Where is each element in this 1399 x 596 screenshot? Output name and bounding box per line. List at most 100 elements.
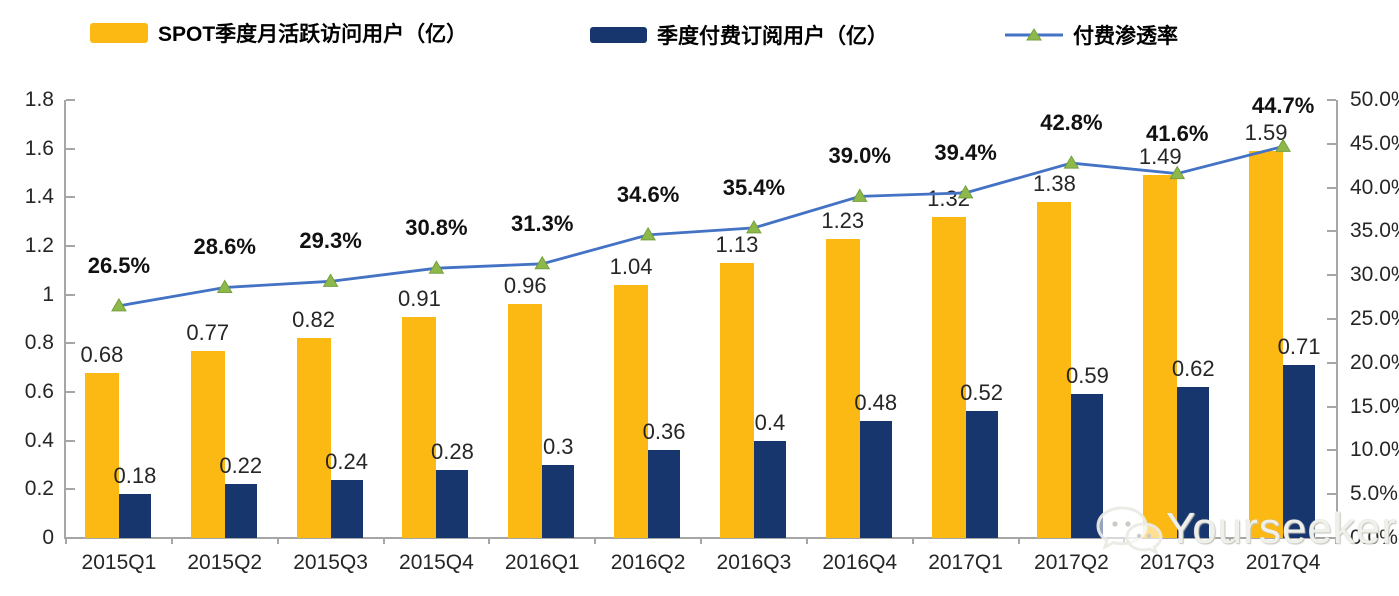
subscriber-bar-value-label: 0.28 — [430, 438, 474, 464]
left-axis-line — [64, 100, 66, 538]
x-axis-tick — [594, 538, 597, 544]
right-axis-tick — [1327, 537, 1336, 539]
mau-bar-value-label: 1.23 — [821, 207, 865, 233]
penetration-marker — [428, 260, 445, 274]
x-axis-tick — [65, 538, 67, 544]
mau-bar-value-label: 0.82 — [292, 307, 335, 333]
mau-bar-value-label: 1.49 — [1138, 144, 1182, 170]
subscriber-bar — [224, 484, 257, 538]
left-axis-tick — [66, 342, 75, 345]
x-axis-category-label: 2016Q1 — [504, 551, 580, 574]
mau-bar — [84, 372, 119, 538]
penetration-value-label: 42.8% — [1040, 110, 1103, 136]
x-axis-category-label: 2016Q3 — [716, 551, 792, 574]
x-axis-tick — [805, 538, 808, 544]
right-axis-tick — [1327, 361, 1336, 364]
x-axis-category-label: 2017Q3 — [1139, 551, 1215, 574]
legend-item-mau: SPOT季度月活跃访问用户（亿） — [90, 18, 467, 48]
subscriber-bar-value-label: 0.71 — [1277, 334, 1321, 360]
legend-label-penetration: 付费渗透率 — [1073, 25, 1178, 48]
subscriber-bar — [753, 440, 786, 538]
left-axis-tick-label: 1.8 — [24, 88, 54, 111]
subscriber-bar — [859, 421, 892, 538]
legend-swatch-navy — [590, 27, 647, 43]
subscriber-bar — [648, 450, 681, 538]
mau-bar-value-label: 0.91 — [397, 285, 441, 311]
right-axis-tick — [1327, 405, 1336, 408]
penetration-value-label: 41.6% — [1146, 120, 1209, 146]
subscriber-bar-value-label: 0.36 — [642, 419, 686, 445]
right-axis-tick-label: 0.0% — [1350, 526, 1398, 549]
left-axis-tick — [66, 488, 75, 491]
x-axis-tick — [488, 538, 491, 544]
penetration-value-label: 39.4% — [934, 139, 997, 165]
left-axis-tick — [66, 293, 75, 296]
left-axis-tick — [66, 439, 75, 442]
right-axis-tick — [1327, 449, 1336, 452]
x-axis-category-label: 2015Q3 — [293, 551, 368, 574]
mau-bar-value-label: 1.13 — [715, 232, 759, 258]
right-axis-tick — [1327, 274, 1336, 277]
mau-bar-value-label: 0.68 — [80, 341, 124, 367]
x-axis-tick — [1017, 538, 1020, 544]
left-axis-tick-label: 0.4 — [24, 428, 54, 452]
subscriber-bar-value-label: 0.59 — [1065, 363, 1109, 389]
left-axis-tick — [66, 147, 75, 150]
legend-item-penetration: 付费渗透率 — [1005, 20, 1178, 50]
x-axis-tick — [382, 538, 385, 544]
subscriber-bar — [1283, 365, 1316, 538]
right-axis-tick — [1327, 142, 1336, 145]
legend-label-subscribers: 季度付费订阅用户（亿） — [657, 25, 888, 48]
x-axis-category-label: 2016Q4 — [822, 551, 898, 574]
penetration-marker — [534, 255, 551, 270]
left-axis-tick-label: 1.6 — [24, 136, 54, 160]
x-axis-tick — [1123, 538, 1126, 544]
left-axis-tick — [66, 196, 75, 199]
mau-bar — [614, 284, 649, 538]
penetration-value-label: 31.3% — [511, 210, 574, 236]
right-axis-tick-label: 50.0% — [1350, 88, 1399, 111]
right-axis-tick-label: 20.0% — [1350, 350, 1399, 374]
x-axis-tick — [170, 538, 173, 544]
right-axis-tick-label: 30.0% — [1350, 263, 1399, 287]
left-axis-tick — [66, 245, 75, 247]
mau-bar — [296, 338, 331, 538]
subscriber-bar — [436, 469, 469, 538]
mau-bar — [825, 238, 860, 538]
left-axis-tick-label: 0.2 — [24, 477, 54, 501]
mau-bar — [931, 216, 966, 538]
subscriber-bar-value-label: 0.22 — [219, 453, 263, 479]
penetration-marker — [1063, 155, 1080, 169]
penetration-marker — [216, 279, 233, 293]
penetration-marker — [111, 297, 127, 312]
left-axis-tick-label: 1 — [42, 282, 54, 306]
right-axis-tick — [1327, 493, 1336, 496]
x-axis-category-label: 2017Q1 — [928, 551, 1003, 574]
left-axis-tick-label: 0 — [42, 526, 54, 549]
subscriber-bar-value-label: 0.52 — [960, 380, 1003, 406]
legend-swatch-yellow — [90, 23, 148, 43]
left-axis-tick-label: 1.2 — [24, 234, 54, 257]
penetration-marker — [640, 226, 656, 241]
subscriber-bar-value-label: 0.24 — [325, 448, 368, 474]
subscriber-bar — [965, 411, 998, 538]
right-axis-tick-label: 10.0% — [1350, 438, 1399, 462]
right-axis-tick-label: 5.0% — [1350, 482, 1398, 506]
mau-bar-value-label: 0.77 — [186, 319, 230, 345]
x-axis-tick — [1229, 538, 1232, 544]
mau-bar — [508, 304, 543, 538]
right-axis-tick — [1327, 230, 1336, 233]
x-axis-category-label: 2017Q2 — [1034, 551, 1109, 574]
right-axis-tick-label: 15.0% — [1350, 394, 1399, 418]
mau-bar-value-label: 1.38 — [1032, 171, 1076, 197]
subscriber-bar — [330, 479, 363, 538]
right-axis-tick-label: 40.0% — [1350, 175, 1399, 199]
right-axis-tick — [1327, 99, 1336, 101]
left-axis-tick-label: 1.4 — [24, 185, 54, 209]
subscriber-bar — [1177, 387, 1210, 538]
right-axis-tick-label: 25.0% — [1350, 307, 1399, 330]
mau-bar-value-label: 1.32 — [927, 185, 970, 211]
right-axis-tick — [1327, 318, 1336, 320]
mau-bar-value-label: 1.04 — [609, 253, 653, 279]
